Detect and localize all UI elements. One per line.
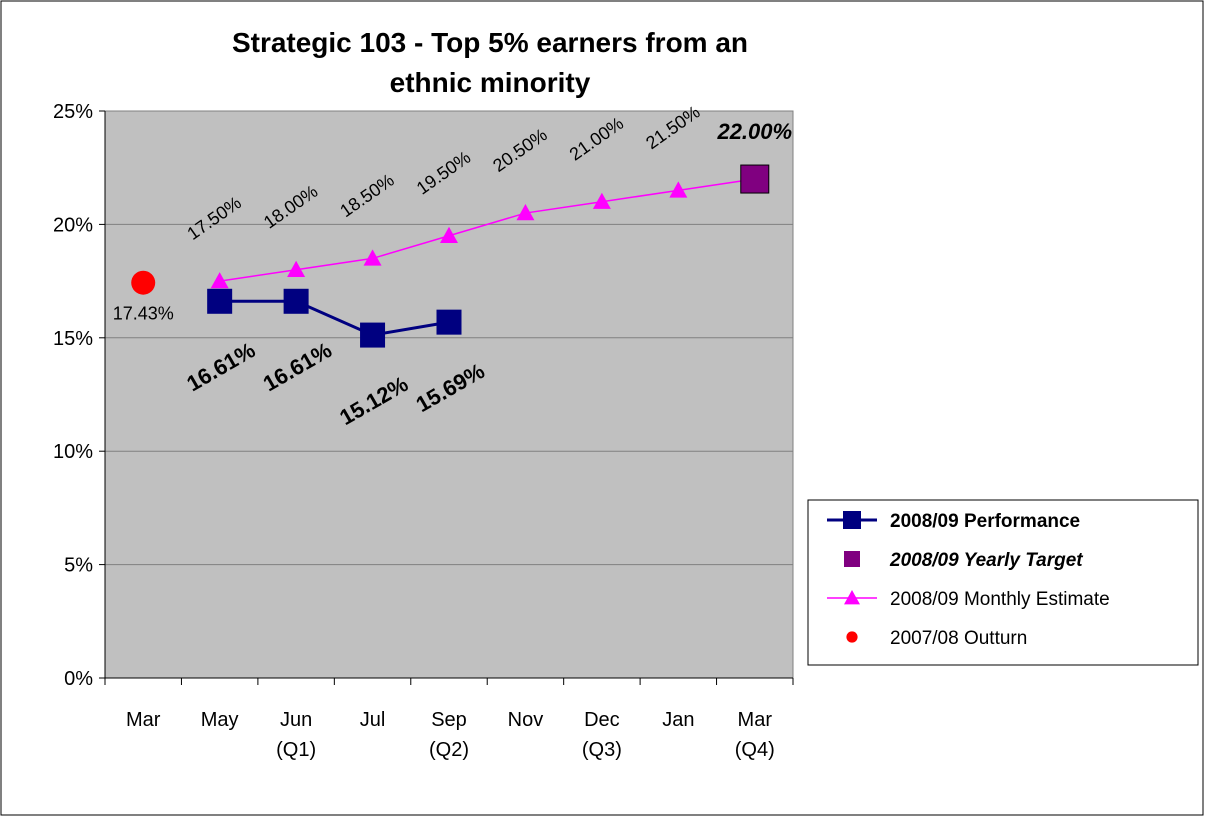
x-tick-label: Sep (Q2) [429,709,469,761]
data-point [740,164,770,194]
x-tick-label: Jun (Q1) [276,709,316,761]
legend-label: 2008/09 Performance [890,511,1080,532]
data-point [592,192,611,209]
legend-label: 2008/09 Monthly Estimate [890,589,1110,610]
x-tick-label: Mar [126,709,161,731]
legend [807,499,1199,666]
data-point [207,288,233,314]
legend-marker [844,590,860,605]
series-line [219,178,755,282]
data-label: 22.00% [716,119,792,144]
y-tick-label: 15% [53,328,93,350]
series-line [219,299,450,337]
chart-title: Strategic 103 - Top 5% earners from an et… [232,27,748,98]
x-tick-label: Dec (Q3) [582,709,622,761]
data-label: 17.43% [113,304,174,324]
y-tick-label: 20% [53,214,93,236]
data-point [360,322,386,348]
legend-label: 2008/09 Yearly Target [889,550,1083,571]
legend-label: 2007/08 Outturn [890,628,1027,649]
x-tick-label: Mar (Q4) [735,709,775,761]
data-point [516,204,535,221]
data-point [283,288,309,314]
y-tick-label: 25% [53,101,93,123]
y-tick-label: 10% [53,441,93,463]
data-point [436,309,462,335]
x-tick-label: May [201,709,239,731]
data-point [440,226,458,243]
y-tick-label: 5% [64,555,93,577]
plot-area [104,110,794,679]
x-tick-label: Nov [508,709,544,731]
y-tick-label: 0% [64,668,93,690]
data-point [363,249,382,266]
legend-marker [844,551,860,567]
data-point [287,260,306,277]
x-tick-label: Jan [662,709,694,731]
data-point [669,181,688,198]
legend-marker [843,511,861,529]
data-point [210,272,229,289]
data-point [131,270,156,295]
x-tick-label: Jul [360,709,386,731]
legend-marker [846,631,858,643]
